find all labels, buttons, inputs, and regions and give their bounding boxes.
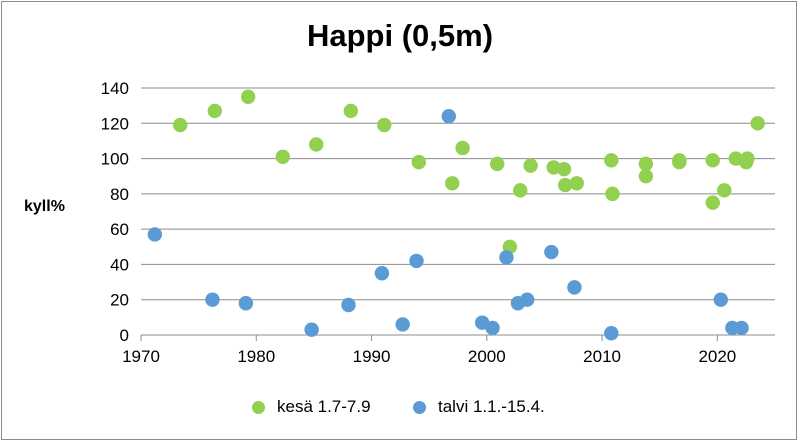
- data-point-talvi: [485, 320, 500, 336]
- data-point-kesa: [558, 177, 573, 193]
- data-point-kesa: [411, 154, 427, 170]
- data-point-kesa: [445, 176, 460, 191]
- data-point-talvi: [374, 266, 390, 281]
- data-point-kesa: [717, 183, 732, 198]
- data-point-talvi: [395, 317, 410, 332]
- y-tick-label: 100: [101, 150, 129, 169]
- data-point-talvi: [341, 297, 356, 313]
- y-tick-label: 40: [110, 255, 129, 274]
- data-point-talvi: [205, 292, 220, 307]
- legend-marker-talvi: [413, 400, 426, 414]
- data-point-talvi: [441, 109, 456, 124]
- data-point-talvi: [734, 320, 749, 336]
- data-point-talvi: [544, 244, 559, 260]
- data-point-kesa: [638, 156, 654, 172]
- y-tick-label: 20: [110, 291, 129, 310]
- data-point-kesa: [275, 149, 290, 165]
- data-point-kesa: [672, 154, 687, 170]
- data-point-kesa: [489, 156, 505, 172]
- legend: kesä 1.7-7.9 talvi 1.1.-15.4.: [0, 397, 800, 423]
- data-point-talvi: [519, 292, 535, 307]
- chart-title: Happi (0,5m): [306, 18, 494, 53]
- x-tick-label: 1980: [237, 347, 275, 366]
- data-point-kesa: [740, 151, 755, 166]
- y-axis-label: kyll%: [24, 198, 65, 215]
- data-point-kesa: [513, 183, 528, 198]
- data-point-kesa: [605, 186, 620, 202]
- data-point-kesa: [705, 153, 720, 168]
- data-point-talvi: [304, 322, 319, 337]
- legend-item-kesa: kesä 1.7-7.9: [252, 397, 371, 417]
- legend-label-kesa: kesä 1.7-7.9: [277, 397, 371, 416]
- data-point-talvi: [567, 280, 582, 295]
- data-point-talvi: [238, 296, 254, 311]
- data-point-talvi: [499, 250, 514, 265]
- y-tick-label: 120: [101, 114, 129, 133]
- data-point-kesa: [604, 153, 619, 168]
- y-tick-label: 0: [120, 326, 129, 345]
- data-point-talvi: [147, 227, 163, 242]
- x-tick-label: 2020: [698, 347, 736, 366]
- data-point-kesa: [172, 117, 188, 133]
- data-point-kesa: [455, 140, 470, 156]
- data-point-talvi: [409, 253, 424, 269]
- y-tick-label: 80: [110, 185, 129, 204]
- x-tick-label: 2000: [468, 347, 506, 366]
- data-point-kesa: [207, 103, 222, 119]
- y-tick-label: 60: [110, 220, 129, 239]
- data-point-talvi: [713, 292, 729, 307]
- data-point-kesa: [705, 195, 720, 210]
- data-point-kesa: [523, 158, 538, 173]
- data-point-kesa: [241, 89, 256, 105]
- y-tick-label: 140: [101, 79, 129, 98]
- legend-item-talvi: talvi 1.1.-15.4.: [413, 397, 545, 417]
- data-point-talvi: [604, 326, 619, 341]
- x-tick-label: 2010: [583, 347, 621, 366]
- data-point-kesa: [556, 161, 572, 177]
- data-point-kesa: [343, 103, 358, 119]
- legend-label-talvi: talvi 1.1.-15.4.: [438, 397, 545, 416]
- x-tick-label: 1970: [122, 347, 160, 366]
- x-tick-label: 1990: [353, 347, 391, 366]
- data-point-kesa: [377, 117, 392, 133]
- data-point-kesa: [750, 116, 765, 131]
- data-point-kesa: [569, 176, 584, 191]
- data-point-kesa: [638, 169, 654, 184]
- data-point-kesa: [309, 137, 324, 152]
- legend-marker-kesa: [252, 400, 265, 414]
